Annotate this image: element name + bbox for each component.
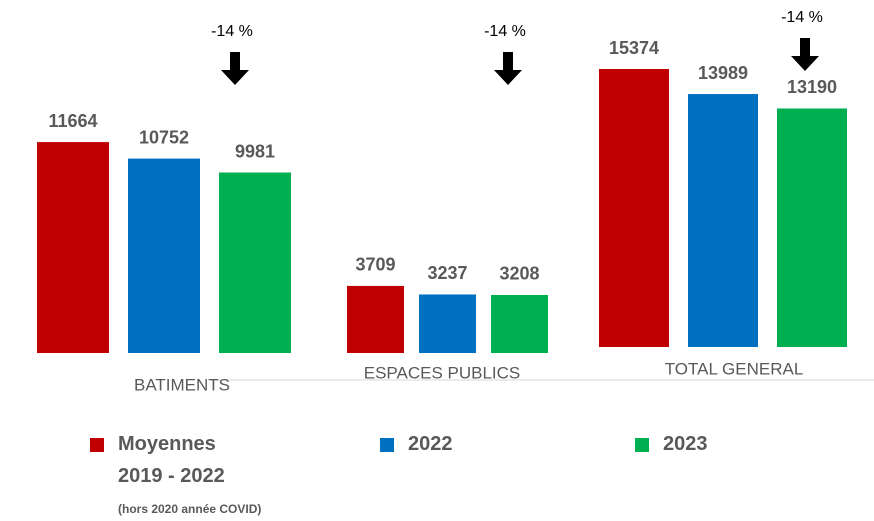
bar bbox=[37, 142, 109, 353]
legend-swatch bbox=[635, 438, 649, 452]
x-tick-label: BATIMENTS bbox=[134, 375, 230, 394]
bar bbox=[599, 69, 669, 347]
legend-item: 2023 bbox=[635, 432, 793, 460]
legend-swatch bbox=[380, 438, 394, 452]
bar bbox=[219, 172, 291, 353]
bar bbox=[347, 285, 404, 353]
bar bbox=[688, 94, 758, 348]
bar bbox=[777, 108, 847, 347]
arrow bbox=[494, 52, 522, 85]
legend-label: 2023 bbox=[663, 433, 708, 455]
annotation: -14 % bbox=[781, 9, 823, 26]
legend-note: (hors 2020 année COVID) bbox=[118, 502, 262, 516]
value-label: 11664 bbox=[48, 111, 97, 131]
bar bbox=[128, 158, 200, 353]
value-label: 15374 bbox=[609, 38, 659, 58]
legend-swatch bbox=[90, 438, 104, 452]
legend-item: 2022 bbox=[380, 432, 538, 460]
arrow bbox=[221, 52, 249, 85]
bar bbox=[419, 294, 476, 353]
bar bbox=[491, 294, 548, 353]
value-label: 10752 bbox=[139, 127, 189, 147]
x-tick-label: TOTAL GENERAL bbox=[665, 359, 804, 378]
legend-item: Moyennes 2019 - 2022 bbox=[90, 432, 248, 492]
value-label: 9981 bbox=[235, 141, 275, 161]
legend-label: Moyennes 2019 - 2022 bbox=[118, 433, 225, 487]
chart: BATIMENTS 11664 10752 9981 ESPACES PUBLICS 37… bbox=[37, 9, 874, 394]
x-tick-label: ESPACES PUBLICS bbox=[364, 363, 521, 382]
value-label: 3208 bbox=[499, 264, 539, 284]
arrow bbox=[791, 38, 819, 71]
legend-label: 2022 bbox=[408, 433, 453, 455]
value-label: 3709 bbox=[355, 255, 395, 275]
annotation: -14 % bbox=[211, 23, 253, 40]
annotation: -14 % bbox=[484, 23, 526, 40]
value-label: 13190 bbox=[787, 77, 837, 97]
value-label: 3237 bbox=[427, 263, 467, 283]
value-label: 13989 bbox=[698, 63, 748, 83]
